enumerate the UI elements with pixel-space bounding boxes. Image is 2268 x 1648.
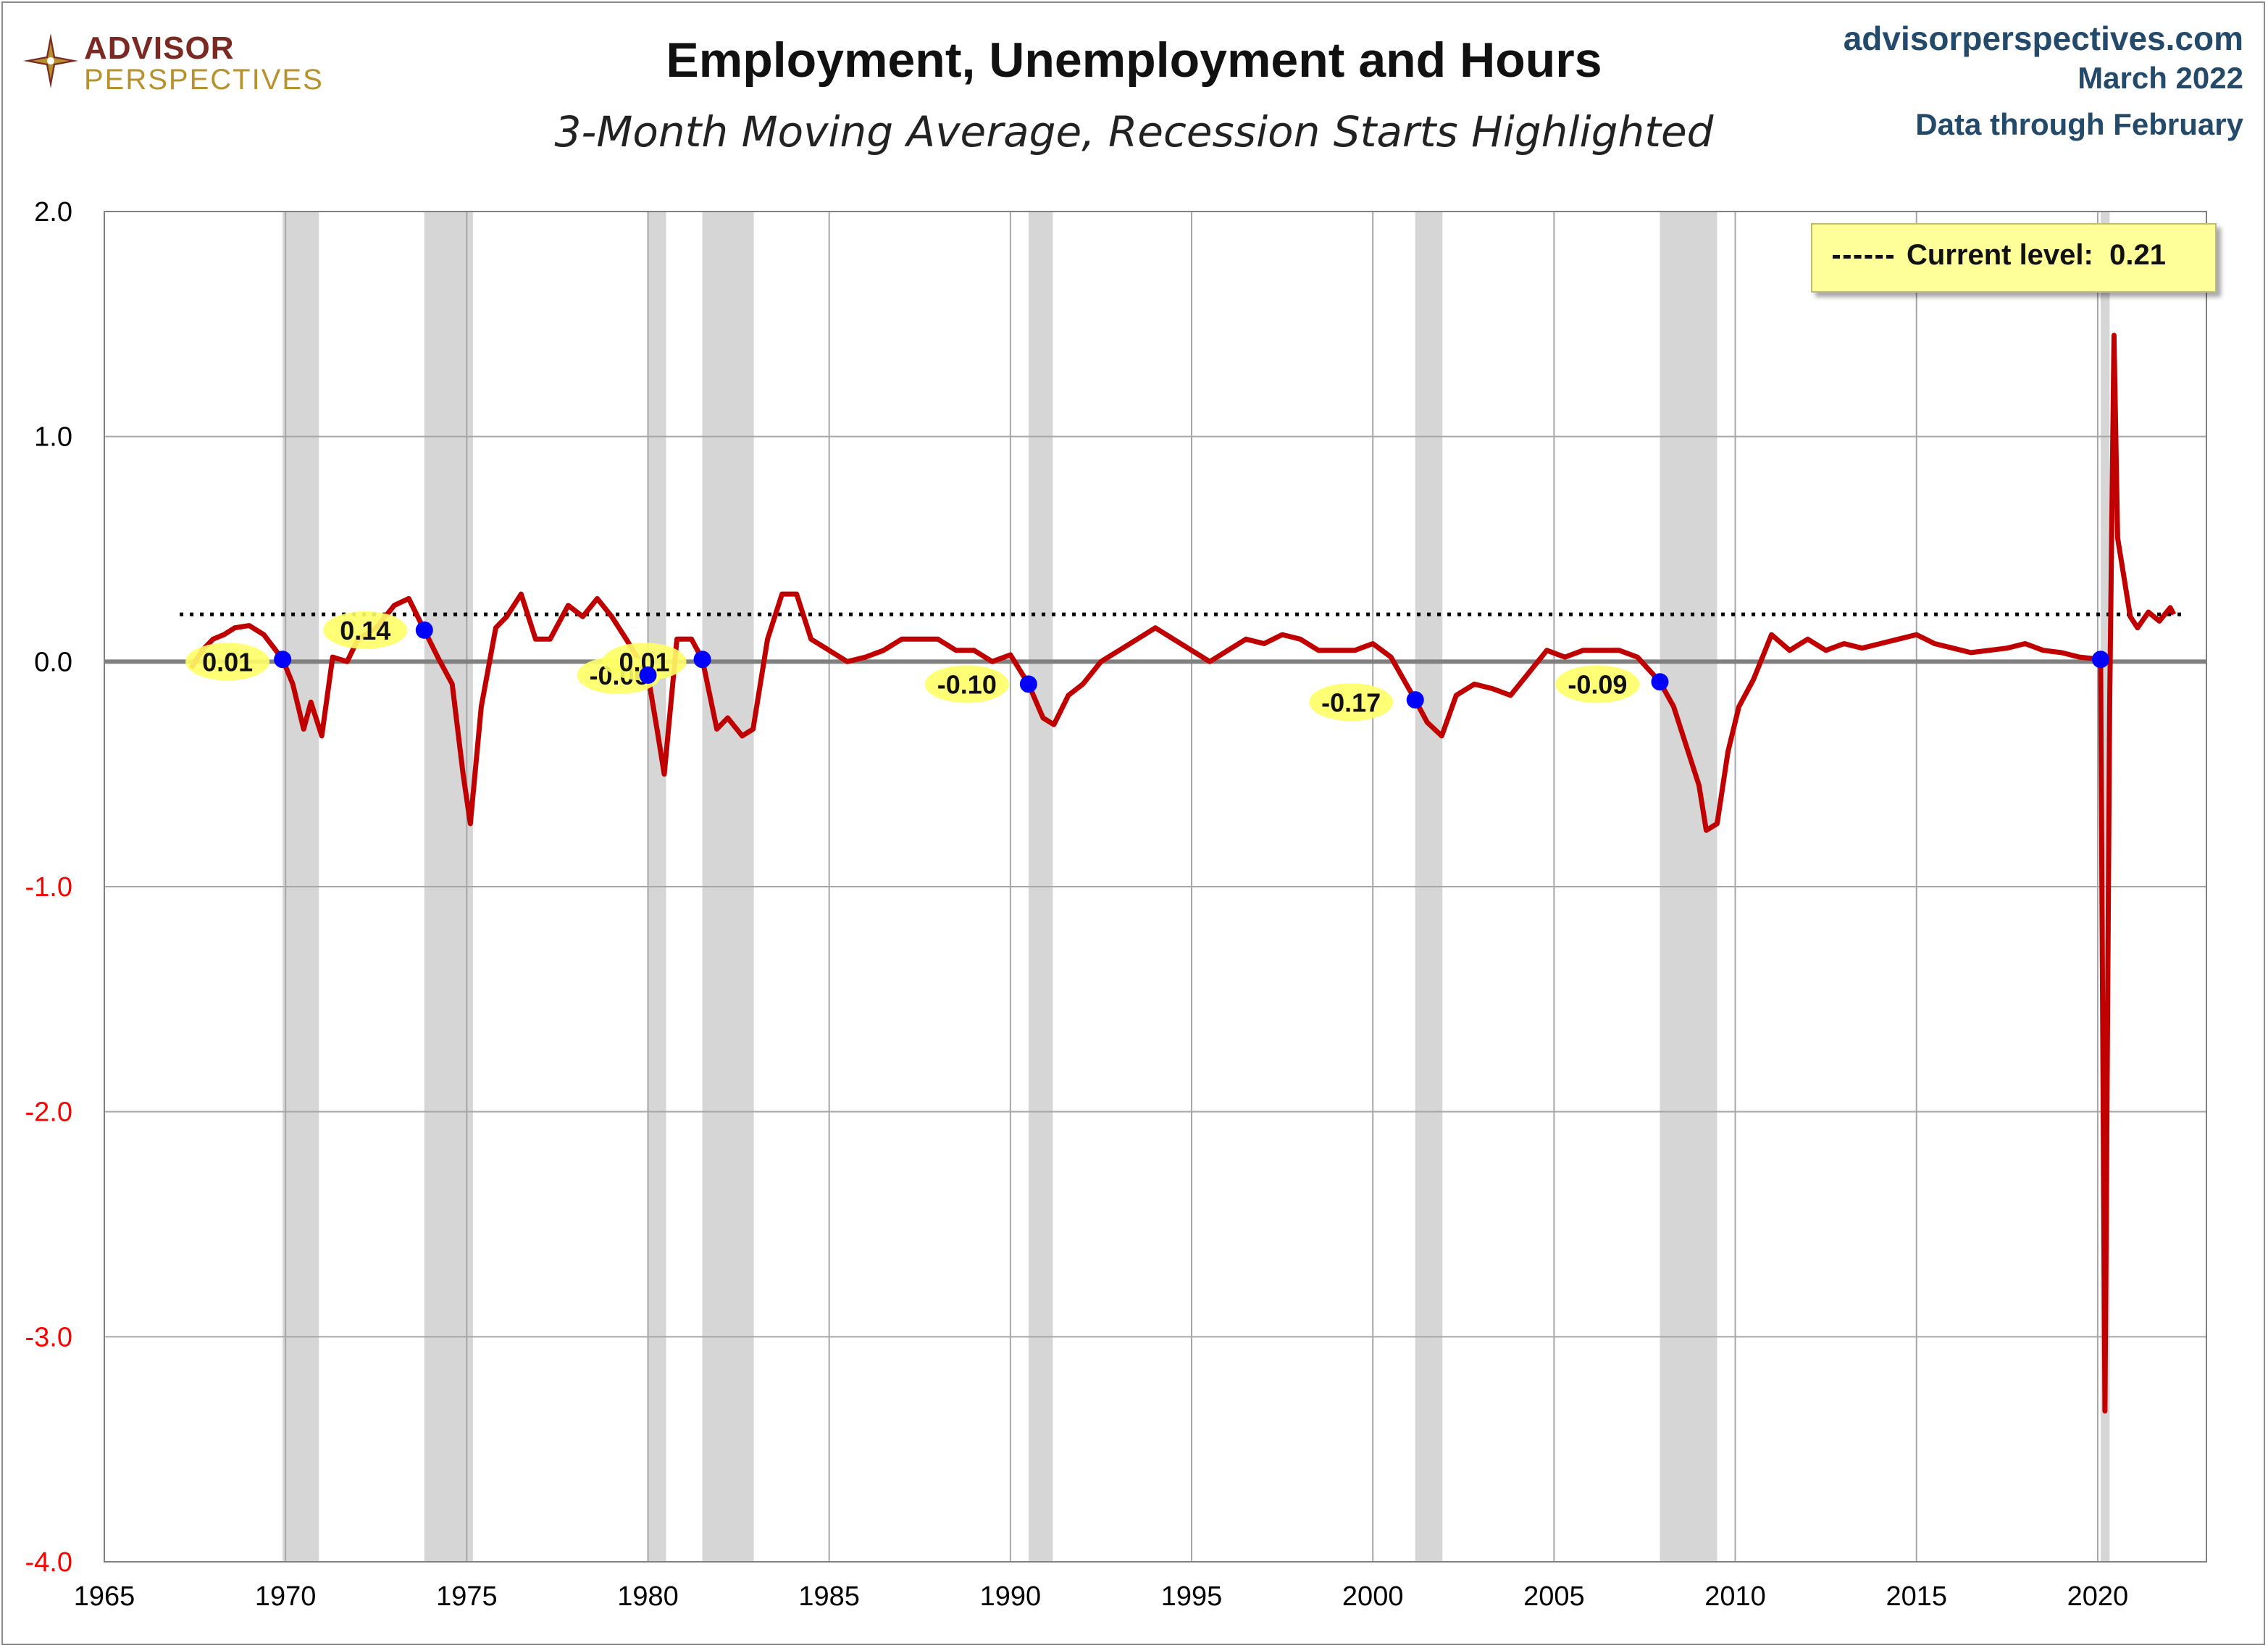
logo-word-perspectives: PERSPECTIVES — [84, 64, 324, 96]
legend-label: Current level: — [1907, 239, 2093, 271]
x-tick-label-2000: 2000 — [1342, 1581, 1404, 1612]
x-tick-label-1985: 1985 — [798, 1581, 860, 1612]
chart-subtitle: 3-Month Moving Average, Recession Starts… — [554, 107, 1714, 156]
recession-start-marker-1 — [415, 621, 433, 639]
x-tick-label-1990: 1990 — [980, 1581, 1042, 1612]
x-tick-label-2015: 2015 — [1886, 1581, 1947, 1612]
y-tick-label-2.0: 2.0 — [34, 197, 72, 227]
label-highlight-4 — [924, 665, 1009, 703]
axes: 1965 1970 1975 1980 1985 1990 1995 2000 2005 2010… — [25, 197, 2207, 1612]
recession-start-label-0: 0.01 — [202, 647, 253, 677]
source-date: March 2022 — [2077, 61, 2243, 95]
legend-dash-swatch — [1833, 255, 1894, 259]
compass-rose-icon — [23, 33, 78, 88]
y-tick-label-0.0: 0.0 — [34, 647, 72, 677]
legend-value: 0.21 — [2109, 239, 2166, 271]
recession-start-label-5: -0.17 — [1321, 687, 1381, 717]
y-tick-label--4.0: -4.0 — [25, 1547, 72, 1578]
x-tick-label-1995: 1995 — [1161, 1581, 1223, 1612]
label-highlight-3 — [602, 643, 687, 681]
recession-start-marker-4 — [1019, 675, 1037, 693]
data-through-note: Data through February — [1915, 107, 2243, 141]
recession-start-label-6: -0.09 — [1568, 669, 1627, 699]
x-tick-label-1980: 1980 — [617, 1581, 679, 1612]
x-tick-label-1975: 1975 — [436, 1581, 498, 1612]
recession-start-marker-7 — [2091, 651, 2109, 669]
y-tick-label-1.0: 1.0 — [34, 422, 72, 453]
chart-title: Employment, Unemployment and Hours — [666, 33, 1602, 88]
label-highlight-5 — [1309, 683, 1394, 721]
recession-start-labels: 0.010.14-0.060.01-0.10-0.17-0.09 — [185, 611, 1640, 721]
recession-start-label-4: -0.10 — [937, 669, 997, 699]
series-line — [189, 332, 2177, 1414]
recession-start-marker-6 — [1651, 673, 1669, 691]
recession-start-marker-3 — [693, 651, 711, 669]
label-highlight-0 — [185, 643, 270, 681]
x-tick-label-1970: 1970 — [255, 1581, 317, 1612]
plot-area-border — [104, 211, 2207, 1563]
series-line-path — [189, 332, 2177, 1414]
x-tick-label-2005: 2005 — [1523, 1581, 1585, 1612]
recession-start-marker-0 — [274, 651, 292, 669]
y-tick-label--1.0: -1.0 — [25, 872, 72, 903]
label-highlight-6 — [1555, 665, 1640, 703]
recession-start-label-1: 0.14 — [340, 616, 390, 645]
y-tick-label--3.0: -3.0 — [25, 1322, 72, 1352]
recession-start-marker-2 — [639, 666, 657, 684]
x-tick-label-2010: 2010 — [1704, 1581, 1766, 1612]
recession-start-markers — [274, 621, 2109, 709]
x-tick-label-1965: 1965 — [74, 1581, 135, 1612]
legend-text: Current level: 0.21 — [1907, 239, 2166, 272]
y-tick-label--2.0: -2.0 — [25, 1097, 72, 1128]
grid-lines — [104, 211, 2206, 1563]
label-highlight-1 — [323, 611, 408, 649]
source-site[interactable]: advisorperspectives.com — [1843, 20, 2243, 57]
logo-word-advisor: ADVISOR — [84, 30, 235, 66]
recession-start-marker-5 — [1406, 691, 1424, 709]
x-tick-label-2020: 2020 — [2067, 1581, 2129, 1612]
legend: Current level: 0.21 — [1811, 223, 2217, 293]
advisor-perspectives-logo: ADVISOR PERSPECTIVES — [22, 28, 326, 96]
